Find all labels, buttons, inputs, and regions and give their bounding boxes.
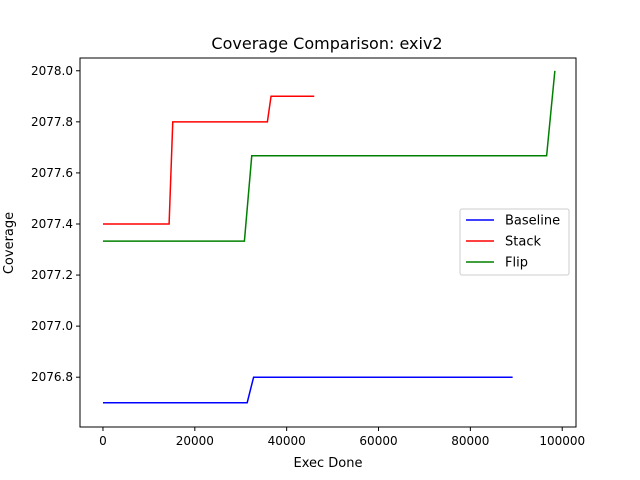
series-line-flip <box>102 70 556 242</box>
legend: Baseline Stack Flip <box>459 208 570 276</box>
x-tick-label: 80000 <box>451 434 489 448</box>
y-axis-ticks: 2076.8 2077.0 2077.2 2077.4 2077.6 2077.8 2078… <box>31 64 80 384</box>
y-tick-label: 2077.8 <box>31 115 73 129</box>
y-tick-label: 2077.0 <box>31 319 73 333</box>
y-tick-label: 2077.6 <box>31 166 73 180</box>
x-axis-ticks: 0 20000 40000 60000 80000 100000 <box>99 427 585 448</box>
series-line-baseline <box>102 376 513 404</box>
plot-lines <box>102 70 556 404</box>
x-tick-label: 40000 <box>268 434 306 448</box>
y-tick-label: 2076.8 <box>31 370 73 384</box>
x-axis-label: Exec Done <box>294 456 363 471</box>
y-tick-label: 2078.0 <box>31 64 73 78</box>
legend-label-stack: Stack <box>505 235 541 250</box>
x-tick-label: 100000 <box>539 434 585 448</box>
y-tick-label: 2077.2 <box>31 268 73 282</box>
legend-label-flip: Flip <box>505 256 528 271</box>
y-tick-label: 2077.4 <box>31 217 73 231</box>
x-tick-label: 0 <box>99 434 107 448</box>
chart-title: Coverage Comparison: exiv2 <box>211 34 442 53</box>
x-tick-label: 60000 <box>359 434 397 448</box>
series-line-stack <box>102 95 315 225</box>
legend-label-baseline: Baseline <box>505 214 560 229</box>
y-axis-label: Coverage <box>2 212 17 274</box>
x-tick-label: 20000 <box>176 434 214 448</box>
legend-box <box>459 208 570 276</box>
plot-frame <box>79 57 577 428</box>
